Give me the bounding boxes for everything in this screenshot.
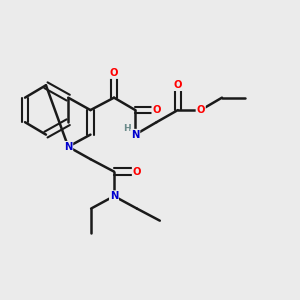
Text: O: O — [174, 80, 182, 90]
Text: O: O — [133, 167, 141, 177]
Text: O: O — [196, 105, 205, 115]
Text: N: N — [64, 142, 72, 152]
Text: H: H — [123, 124, 131, 133]
Text: O: O — [110, 68, 118, 78]
Text: O: O — [152, 105, 161, 115]
Text: N: N — [110, 191, 118, 201]
Text: N: N — [131, 130, 140, 140]
